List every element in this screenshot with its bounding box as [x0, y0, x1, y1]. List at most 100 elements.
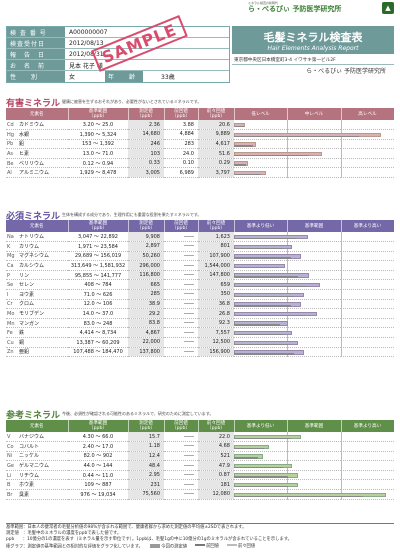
previous-value: ――	[164, 432, 198, 443]
table-row: Fe 鉄 4,414 ～ 8,734 4,867 ―― 7,557	[6, 327, 394, 339]
level-bar-cell	[234, 489, 394, 500]
previous-level-bar	[234, 353, 294, 355]
element-symbol: Al	[7, 170, 12, 177]
previous-value: ――	[164, 308, 198, 319]
bar-grid-line	[341, 338, 342, 347]
previous-level-bar	[234, 485, 288, 488]
previous2-value: 1,544,000	[198, 260, 234, 271]
column-header: 高レベル	[341, 108, 395, 120]
element-name: ベリリウム	[19, 160, 45, 167]
column-header: 基準範囲 （ppb）	[68, 420, 129, 432]
brand-tagline: ミネラル検査の新時代	[248, 1, 279, 5]
report-title: 毛髪ミネラル検査表	[263, 31, 363, 44]
level-bar-cell	[234, 158, 394, 169]
column-header: 基準範囲 （ppb）	[68, 220, 129, 232]
previous-value: ――	[164, 489, 198, 500]
measured-value: 231	[128, 479, 164, 491]
lab-name: ら・べるびぃ 予防医学研究所	[306, 68, 386, 75]
table-row: Mo モリブデン 14.0 ～ 37.0 29.2 ―― 26.8	[6, 308, 394, 319]
element-name: 鉛	[19, 141, 25, 148]
bar-grid-line	[341, 158, 342, 168]
element-name: ホウ素	[19, 482, 35, 489]
element-cell: Se セレン	[6, 279, 68, 291]
reference-range: 14.0 ～ 37.0	[68, 308, 128, 319]
previous-level-bar	[234, 305, 291, 307]
measured-value: 1.18	[128, 441, 164, 452]
previous-level-bar	[234, 135, 359, 138]
bar-grid-line	[287, 139, 288, 148]
element-name: 亜鉛	[19, 349, 30, 356]
element-symbol: Ni	[7, 453, 13, 460]
measured-value: 48.4	[128, 460, 164, 471]
previous-value: ――	[164, 279, 198, 291]
element-cell: Ge ゲルマニウム	[6, 460, 68, 471]
level-bar-cell	[234, 241, 394, 252]
element-symbol: Se	[7, 282, 14, 289]
bar-grid-line	[341, 290, 342, 299]
element-name: ナトリウム	[19, 234, 45, 241]
previous2-value: 22.0	[198, 432, 234, 443]
level-bar-cell	[234, 479, 394, 491]
element-name: コバルト	[19, 443, 40, 450]
element-name: 水銀	[19, 131, 30, 138]
bar-grid-line	[287, 158, 288, 168]
level-bar-cell	[234, 139, 394, 150]
info-label: 検査受付日	[7, 38, 65, 48]
column-header: 測定値 （ppb）	[128, 220, 165, 232]
column-header: 基準範囲 （ppb）	[68, 108, 129, 120]
measured-value: 296,000	[128, 260, 164, 271]
previous-value: ――	[164, 451, 198, 462]
previous-level-bar	[234, 145, 253, 147]
level-bar-cell	[234, 251, 394, 262]
info-row: 性 別 女 年 齢 33歳	[7, 71, 229, 82]
previous2-value: 12,500	[198, 337, 234, 348]
previous-level-bar	[234, 237, 297, 239]
element-cell: Cd カドミウム	[6, 120, 68, 131]
element-symbol: Mo	[7, 311, 15, 318]
element-symbol: As	[7, 151, 14, 158]
reference-range: 12.0 ～ 106	[68, 299, 128, 310]
previous-level-bar	[234, 314, 305, 317]
brand-emblem-icon: ▲	[382, 2, 394, 14]
previous-level-bar	[234, 457, 258, 459]
bar-legend: 今回の測定値 前回値 前々回値	[150, 543, 256, 551]
level-bar-cell	[234, 289, 394, 300]
level-bar-cell	[234, 460, 394, 471]
element-cell: Mg マグネシウム	[6, 251, 68, 262]
measured-value: 14,680	[128, 129, 164, 140]
legend-prev-label: 前回値	[206, 543, 219, 549]
column-header: 測定値 （ppb）	[128, 108, 165, 120]
previous2-value: 156,900	[198, 347, 234, 358]
level-bar-cell	[234, 432, 394, 443]
previous2-value: 4,617	[198, 139, 234, 150]
reference-range: 4.30 ～ 66.0	[68, 432, 128, 443]
previous2-value: 521	[198, 451, 234, 462]
reference-range: 0.44 ～ 11.0	[68, 470, 128, 481]
table-row: Ca カルシウム 313,649 ～ 1,581,932 296,000 ―― 1,544…	[6, 260, 394, 271]
element-cell: Al アルミニウム	[6, 167, 68, 179]
measured-value: 246	[128, 139, 164, 150]
level-bar-cell	[234, 148, 394, 159]
previous2-value: 3,797	[198, 167, 234, 179]
element-symbol: Cu	[7, 339, 14, 346]
table-row: Br 臭素 976 ～ 19,034 75,560 ―― 12,080	[6, 489, 394, 500]
legend-prev2-label: 前々回値	[237, 543, 256, 549]
previous-level-bar	[234, 247, 283, 250]
table-row: Na ナトリウム 3,047 ～ 22,892 9,908 ―― 1,623	[6, 232, 394, 243]
table-row: Mn マンガン 83.0 ～ 248 83.8 ―― 92.3	[6, 318, 394, 329]
previous-level-bar	[234, 257, 291, 259]
reference-range: 95,855 ～ 141,777	[68, 270, 128, 281]
age-value: 33歳	[161, 74, 175, 81]
previous-value: ――	[164, 479, 198, 491]
reference-range: 1,929 ～ 8,478	[68, 167, 128, 179]
column-header: 基準より低い	[234, 220, 288, 232]
bar-grid-line	[287, 120, 288, 129]
reference-range: 4,414 ～ 8,734	[68, 327, 128, 339]
table-row: Cu 銅 13,387 ～ 60,209 22,000 ―― 12,500	[6, 337, 394, 348]
table-row: Se セレン 408 ～ 784 665 ―― 659	[6, 279, 394, 291]
previous-value: ――	[164, 337, 198, 348]
level-bar-cell	[234, 232, 394, 243]
bar-grid-line	[341, 232, 342, 241]
reference-range: 83.0 ～ 248	[68, 318, 128, 329]
legend-prev2: 前々回値	[226, 543, 256, 551]
